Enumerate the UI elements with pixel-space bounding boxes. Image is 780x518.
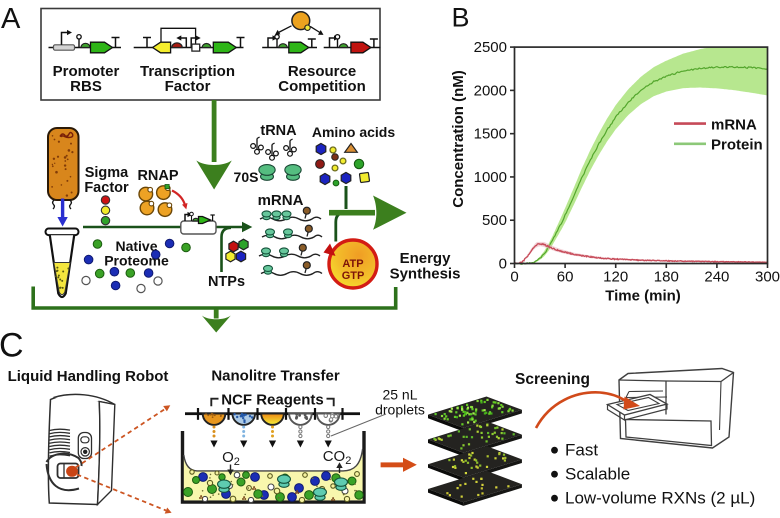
svg-text:mRNA: mRNA <box>258 192 304 209</box>
svg-text:60: 60 <box>557 269 574 286</box>
svg-text:NTPs: NTPs <box>208 274 245 290</box>
svg-text:500: 500 <box>482 212 507 229</box>
svg-text:NCF Reagents: NCF Reagents <box>221 392 324 409</box>
svg-text:Scalable: Scalable <box>565 465 630 484</box>
svg-text:1000: 1000 <box>474 169 507 186</box>
svg-text:mRNA: mRNA <box>711 117 757 134</box>
svg-text:2000: 2000 <box>474 82 507 99</box>
svg-text:RNAP: RNAP <box>137 168 178 184</box>
svg-text:Competition: Competition <box>278 78 366 95</box>
svg-text:Transcription: Transcription <box>140 63 235 80</box>
svg-text:Nanolitre Transfer: Nanolitre Transfer <box>211 368 340 385</box>
svg-text:Liquid Handling Robot: Liquid Handling Robot <box>8 368 169 385</box>
svg-text:GTP: GTP <box>342 270 365 282</box>
svg-text:2500: 2500 <box>474 39 507 56</box>
svg-text:70S: 70S <box>234 169 259 185</box>
svg-text:tRNA: tRNA <box>260 123 297 139</box>
svg-text:240: 240 <box>704 269 729 286</box>
svg-text:Screening: Screening <box>515 371 590 388</box>
svg-text:Factor: Factor <box>84 180 129 196</box>
svg-text:Low-volume RXNs (2 µL): Low-volume RXNs (2 µL) <box>565 489 755 508</box>
svg-text:Concentration (nM): Concentration (nM) <box>450 70 467 207</box>
svg-text:B: B <box>452 3 470 33</box>
svg-text:0: 0 <box>510 269 518 286</box>
svg-text:0: 0 <box>499 256 507 273</box>
svg-text:180: 180 <box>654 269 679 286</box>
svg-text:Sigma: Sigma <box>85 165 129 181</box>
svg-text:ATP: ATP <box>342 258 363 270</box>
svg-text:CO2: CO2 <box>323 448 352 467</box>
svg-text:Native: Native <box>115 238 157 254</box>
svg-text:Fast: Fast <box>565 441 598 460</box>
svg-text:Synthesis: Synthesis <box>390 266 461 283</box>
svg-text:A: A <box>1 3 21 35</box>
svg-text:Protein: Protein <box>711 137 763 154</box>
svg-text:1500: 1500 <box>474 126 507 143</box>
svg-text:120: 120 <box>603 269 628 286</box>
svg-text:Energy: Energy <box>400 250 452 267</box>
svg-text:25 nL: 25 nL <box>382 387 417 403</box>
svg-text:300: 300 <box>755 269 780 286</box>
svg-text:Time (min): Time (min) <box>605 288 681 305</box>
svg-text:C: C <box>0 327 24 365</box>
svg-text:Factor: Factor <box>165 78 211 95</box>
svg-text:RBS: RBS <box>70 78 102 95</box>
svg-text:Resource: Resource <box>288 63 356 80</box>
svg-text:Amino acids: Amino acids <box>312 124 395 140</box>
svg-text:droplets: droplets <box>375 402 425 418</box>
svg-text:Promoter: Promoter <box>53 63 120 80</box>
